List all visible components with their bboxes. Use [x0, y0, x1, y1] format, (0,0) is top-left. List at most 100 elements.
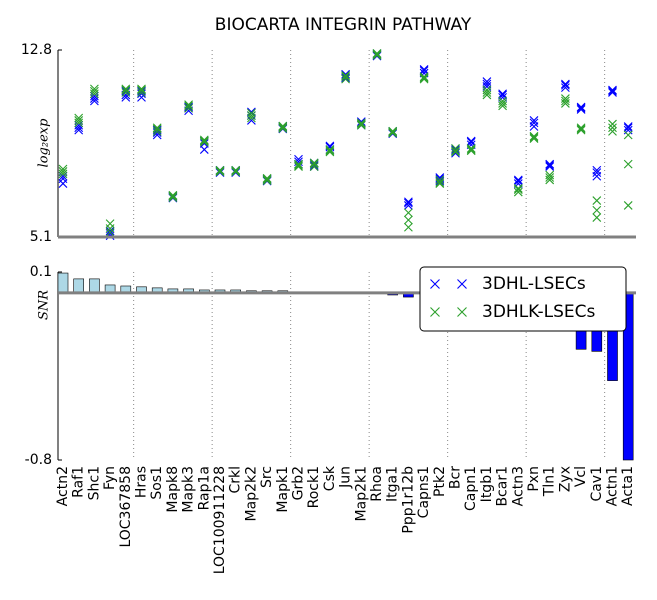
marker: [498, 89, 507, 99]
marker: [513, 176, 523, 186]
marker: [356, 117, 366, 127]
marker: [419, 73, 429, 83]
x-tick-label: Cav1: [589, 466, 605, 502]
marker: [513, 184, 523, 193]
marker: [435, 179, 445, 188]
marker: [341, 74, 350, 84]
marker: [513, 175, 523, 185]
marker: [576, 105, 586, 114]
marker: [121, 85, 131, 95]
marker: [152, 125, 162, 135]
x-tick-label: Capns1: [416, 466, 432, 518]
marker: [561, 94, 570, 103]
marker: [356, 119, 366, 129]
marker: [576, 103, 586, 113]
marker: [309, 158, 319, 168]
marker: [152, 123, 162, 133]
marker: [435, 177, 445, 187]
marker: [561, 96, 570, 106]
marker: [451, 145, 460, 154]
marker: [529, 134, 539, 144]
marker: [58, 164, 68, 174]
marker: [372, 49, 382, 58]
marker: [498, 99, 507, 108]
marker: [545, 173, 555, 182]
marker: [592, 168, 602, 178]
marker: [498, 96, 507, 106]
marker: [623, 123, 633, 133]
x-tick-label: Mapk3: [181, 466, 197, 513]
marker: [152, 124, 162, 134]
marker: [137, 84, 146, 94]
x-tick-label: Actn3: [510, 466, 526, 506]
marker: [74, 113, 84, 123]
marker: [404, 222, 413, 232]
marker: [278, 122, 288, 132]
x-tick-label: Csk: [322, 465, 338, 491]
marker: [278, 121, 288, 131]
x-tick-label: Map2k1: [353, 466, 369, 521]
marker: [341, 72, 350, 82]
marker: [231, 167, 241, 177]
marker: [592, 196, 602, 205]
marker: [513, 185, 523, 195]
marker: [168, 190, 178, 200]
marker: [592, 213, 602, 222]
x-tick-label: Crkl: [228, 466, 244, 494]
marker: [184, 101, 193, 111]
marker: [576, 123, 586, 133]
marker: [137, 88, 146, 97]
y-tick-label: 12.8: [21, 42, 52, 58]
marker: [388, 126, 398, 136]
x-tick-label: LOC367858: [118, 466, 134, 548]
marker: [623, 122, 633, 131]
marker: [451, 146, 460, 156]
marker: [561, 79, 570, 89]
bar: [57, 272, 69, 294]
marker: [482, 77, 492, 86]
marker: [137, 86, 146, 96]
marker: [404, 197, 413, 207]
marker: [184, 103, 193, 113]
marker: [341, 73, 350, 83]
x-tick-label: Rhoa: [369, 466, 385, 502]
x-tick-label: Src: [259, 466, 275, 488]
x-tick-label: Tln1: [542, 466, 558, 497]
marker: [294, 160, 303, 170]
marker: [168, 193, 178, 203]
marker: [294, 159, 303, 169]
marker: [90, 86, 99, 96]
marker: [309, 162, 319, 171]
legend-marker: [457, 307, 467, 317]
x-tick-label: Fyn: [102, 466, 118, 490]
marker: [545, 162, 555, 171]
marker: [529, 118, 539, 128]
marker: [341, 71, 350, 80]
legend-label: 3DHLK-LSECs: [482, 302, 596, 322]
marker: [121, 88, 131, 97]
marker: [325, 145, 335, 154]
marker: [404, 215, 413, 225]
marker: [262, 176, 272, 186]
marker: [482, 85, 492, 95]
x-tick-label: Itga1: [385, 466, 401, 502]
marker: [576, 125, 586, 135]
marker: [419, 65, 429, 74]
marker: [529, 133, 539, 142]
legend-marker: [430, 279, 440, 289]
marker: [105, 226, 115, 236]
marker: [576, 102, 586, 112]
marker: [608, 86, 617, 96]
marker: [58, 167, 68, 176]
marker: [215, 165, 225, 175]
marker: [388, 128, 398, 138]
marker: [466, 136, 476, 146]
marker: [482, 88, 492, 97]
marker: [466, 145, 476, 154]
x-tick-label: Mapk8: [165, 466, 181, 513]
x-tick-label: LOC100911228: [212, 466, 228, 574]
x-tick-label: Hras: [134, 466, 150, 498]
marker: [623, 130, 633, 140]
marker: [278, 124, 288, 133]
